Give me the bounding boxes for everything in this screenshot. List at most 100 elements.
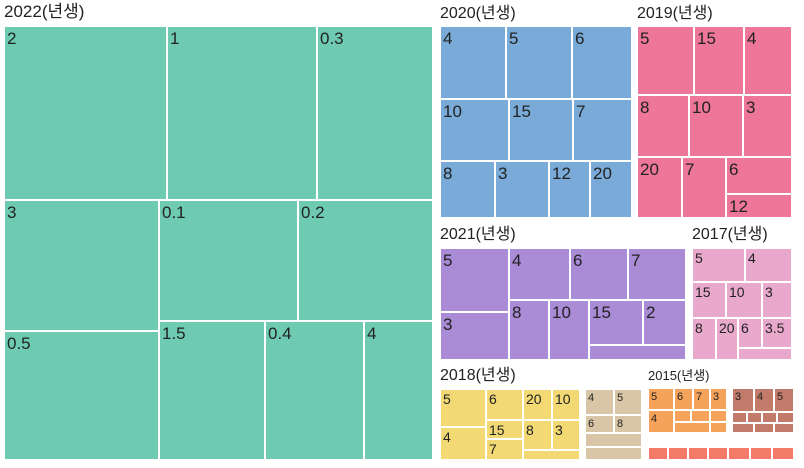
tile-label: 10 bbox=[443, 102, 462, 121]
tile[interactable] bbox=[316, 25, 434, 201]
group-5: 2018(년생) 5 6 20 10 4 15 8 3 7 bbox=[439, 366, 581, 461]
tile[interactable] bbox=[584, 432, 643, 448]
tile[interactable] bbox=[3, 199, 160, 332]
tile-label: 10 bbox=[692, 98, 711, 117]
tile-label: 4 bbox=[443, 29, 452, 48]
tile[interactable] bbox=[727, 446, 751, 461]
group-title: 2019(년생) bbox=[637, 4, 713, 22]
tile[interactable] bbox=[753, 422, 775, 434]
tile[interactable] bbox=[158, 199, 299, 322]
group-title: 2022(년생) bbox=[4, 2, 84, 21]
tile-label: 6 bbox=[575, 29, 584, 48]
tile-label: 4 bbox=[757, 391, 763, 403]
tile-label: 15 bbox=[695, 284, 711, 300]
tile[interactable] bbox=[673, 409, 692, 423]
tile[interactable] bbox=[551, 419, 581, 451]
tile[interactable] bbox=[588, 344, 687, 361]
group-title: 2018(년생) bbox=[440, 366, 516, 384]
tile-label: 6 bbox=[573, 251, 582, 270]
tile-label: 0.4 bbox=[268, 324, 292, 343]
tile-label: 8 bbox=[512, 303, 521, 322]
tile-label: 5 bbox=[651, 391, 657, 403]
tile-label: 7 bbox=[489, 441, 497, 457]
tile-label: 3 bbox=[555, 422, 563, 438]
tile-label: 1 bbox=[170, 29, 179, 48]
tile[interactable] bbox=[363, 320, 434, 461]
tile-label: 20 bbox=[640, 160, 659, 179]
tile[interactable] bbox=[709, 409, 728, 423]
tile[interactable] bbox=[505, 25, 573, 100]
tile[interactable] bbox=[749, 446, 773, 461]
group-3: 2021(년생) 5 4 6 7 3 8 10 15 2 bbox=[439, 225, 687, 361]
tile[interactable] bbox=[725, 193, 793, 219]
tile[interactable] bbox=[691, 247, 746, 283]
tile[interactable] bbox=[297, 199, 434, 322]
tile[interactable] bbox=[551, 388, 581, 421]
tile-label: 4 bbox=[588, 392, 594, 404]
tile[interactable] bbox=[731, 411, 748, 424]
tile-label: 8 bbox=[640, 98, 649, 117]
tile[interactable] bbox=[688, 94, 744, 158]
tile[interactable] bbox=[264, 320, 365, 461]
tile[interactable] bbox=[494, 160, 550, 219]
tile[interactable] bbox=[572, 98, 633, 162]
tile-label: 10 bbox=[555, 391, 571, 407]
tile[interactable] bbox=[743, 25, 793, 96]
tile[interactable] bbox=[742, 94, 793, 158]
tile-label: 3 bbox=[765, 284, 773, 300]
tile[interactable] bbox=[687, 446, 709, 461]
tile[interactable] bbox=[667, 446, 689, 461]
tile[interactable] bbox=[776, 411, 795, 424]
tile-label: 8 bbox=[526, 422, 534, 438]
tile[interactable] bbox=[439, 98, 510, 162]
tile[interactable] bbox=[439, 160, 496, 219]
tile[interactable] bbox=[690, 409, 711, 423]
tile-label: 6 bbox=[729, 160, 738, 179]
tile[interactable] bbox=[584, 388, 615, 416]
tile[interactable] bbox=[439, 426, 487, 461]
tile[interactable] bbox=[166, 25, 318, 201]
tile[interactable] bbox=[3, 25, 168, 201]
tile[interactable] bbox=[569, 247, 629, 301]
tile-label: 2 bbox=[646, 303, 655, 322]
tile[interactable] bbox=[584, 446, 643, 461]
tile-label: 10 bbox=[729, 284, 745, 300]
tile[interactable] bbox=[731, 422, 755, 434]
tile[interactable] bbox=[746, 411, 763, 424]
tile[interactable] bbox=[691, 317, 717, 361]
tile-label: 5 bbox=[443, 251, 452, 270]
group-title: 2021(년생) bbox=[440, 225, 516, 243]
tile[interactable] bbox=[709, 421, 728, 434]
tile-label: 4 bbox=[748, 250, 756, 266]
tile-label: 1.5 bbox=[162, 324, 186, 343]
tile[interactable] bbox=[439, 247, 510, 313]
tile[interactable] bbox=[773, 422, 795, 434]
tile[interactable] bbox=[636, 94, 690, 158]
tile[interactable] bbox=[636, 25, 695, 96]
tile-label: 5 bbox=[509, 29, 518, 48]
group-9 bbox=[647, 446, 795, 461]
tile-label: 0.5 bbox=[7, 334, 31, 353]
tile-label: 7 bbox=[631, 251, 640, 270]
tile-label: 3 bbox=[713, 391, 719, 403]
tile[interactable] bbox=[707, 446, 729, 461]
tile-label: 10 bbox=[552, 303, 571, 322]
tile-label: 6 bbox=[677, 391, 683, 403]
tile[interactable] bbox=[439, 388, 487, 428]
group-7: 2015(년생) 5 6 7 3 4 bbox=[647, 368, 728, 434]
group-title: 2015(년생) bbox=[648, 368, 710, 383]
tile[interactable] bbox=[673, 421, 711, 434]
tile-label: 7 bbox=[696, 391, 702, 403]
tile[interactable] bbox=[522, 449, 581, 461]
tile[interactable] bbox=[761, 411, 778, 424]
tile[interactable] bbox=[3, 330, 160, 461]
tile[interactable] bbox=[737, 347, 793, 361]
tile[interactable] bbox=[627, 247, 687, 301]
tile[interactable] bbox=[589, 160, 633, 219]
tile[interactable] bbox=[771, 446, 795, 461]
tile[interactable] bbox=[636, 156, 683, 219]
tile[interactable] bbox=[439, 311, 510, 361]
tile[interactable] bbox=[761, 317, 793, 349]
tile[interactable] bbox=[647, 446, 669, 461]
